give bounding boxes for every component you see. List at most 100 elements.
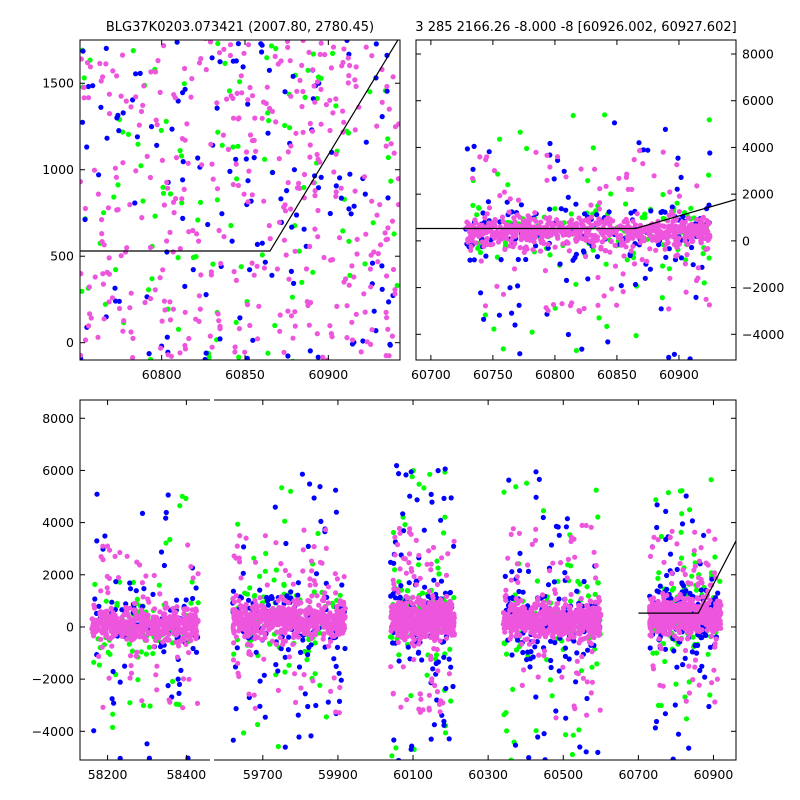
top-left-point [100, 74, 106, 80]
top-left-point [396, 20, 401, 25]
bottom-point [432, 682, 438, 689]
top-left-point [261, 265, 267, 271]
top-left-point [236, 354, 242, 360]
top-right-point [570, 112, 576, 119]
top-right-point [660, 263, 666, 269]
top-left-point [171, 210, 177, 216]
bottom-point [409, 634, 416, 640]
bottom-point [133, 653, 139, 659]
bottom-point [397, 566, 403, 572]
top-left-point [101, 316, 107, 322]
top-right-point [676, 193, 683, 199]
bottom-point [291, 615, 297, 621]
top-left-point [115, 182, 121, 188]
bottom-point [449, 603, 455, 609]
top-left-point [333, 193, 339, 199]
top-left-point [244, 302, 251, 308]
top-left-point [383, 353, 389, 359]
top-left-y-tick-label: 1500 [42, 76, 74, 91]
bottom-point [195, 571, 201, 577]
top-left-point [341, 119, 347, 125]
top-right-point [554, 217, 560, 223]
bottom-point [329, 633, 335, 639]
bottom-point [104, 543, 111, 549]
top-right-point [512, 233, 518, 239]
top-left-point [333, 183, 339, 189]
top-left-point [161, 43, 167, 49]
top-left-point [358, 349, 364, 355]
top-left-point [127, 305, 133, 311]
top-right-point [481, 316, 487, 322]
top-left-point [307, 120, 313, 127]
bottom-point [418, 696, 424, 702]
bottom-point [502, 641, 508, 647]
bottom-point [595, 749, 601, 756]
bottom-point [91, 728, 97, 734]
top-right-point [608, 191, 614, 197]
top-left-point [310, 269, 316, 275]
top-right-y-tick-label: −4000 [742, 327, 784, 342]
bottom-point [178, 667, 184, 674]
top-left-point [184, 121, 190, 127]
top-left-point [110, 68, 116, 74]
bottom-point [579, 637, 585, 643]
top-left-point [318, 86, 324, 92]
top-left-point [178, 153, 185, 159]
top-left-point [353, 64, 359, 70]
top-right-point [693, 223, 699, 229]
top-right-point [679, 219, 685, 225]
bottom-point [451, 543, 457, 549]
top-left-point [362, 359, 365, 360]
bottom-point [585, 604, 591, 610]
bottom-point [441, 495, 447, 501]
bottom-point [175, 676, 181, 682]
top-left-point [149, 13, 154, 18]
top-left-point [232, 344, 238, 350]
bottom-point [574, 630, 581, 636]
bottom-point [181, 611, 187, 617]
top-left-point [312, 188, 318, 194]
top-right-point [590, 145, 596, 151]
bottom-point [307, 481, 313, 487]
top-right-point [573, 201, 579, 207]
bottom-point [446, 671, 452, 677]
bottom-point [413, 537, 419, 544]
top-right-point [597, 200, 603, 206]
bottom-point [161, 649, 167, 655]
top-left-point [164, 179, 170, 185]
bottom-point [449, 619, 455, 625]
top-left-point [336, 235, 343, 241]
top-left-point [397, 364, 402, 369]
top-left-point [138, 163, 144, 169]
top-left-point [265, 350, 271, 356]
bottom-point [504, 728, 510, 734]
bottom-point [230, 588, 236, 594]
bottom-point [261, 672, 267, 678]
top-right-point [497, 136, 503, 142]
top-right-point [694, 216, 700, 223]
top-left-point [133, 94, 139, 100]
top-right-point [706, 236, 712, 242]
bottom-point [104, 608, 110, 614]
top-left-point [222, 60, 228, 66]
bottom-point [236, 555, 242, 561]
top-left-point [160, 184, 166, 190]
top-left-point [116, 298, 122, 304]
bottom-point [407, 526, 413, 532]
bottom-point [443, 635, 450, 641]
top-left-point [392, 291, 398, 297]
bottom-point [141, 586, 147, 592]
top-left-point [216, 50, 223, 56]
bottom-point [296, 664, 303, 670]
bottom-point [521, 605, 528, 611]
top-right-point [654, 238, 660, 244]
bottom-point [388, 664, 394, 670]
bottom-point [417, 691, 423, 697]
top-right-point [539, 239, 546, 245]
bottom-point [176, 701, 182, 708]
top-left-point [208, 141, 214, 147]
bottom-point [176, 681, 183, 688]
bottom-point [281, 581, 287, 588]
bottom-point [574, 650, 580, 656]
bottom-point [167, 536, 173, 543]
